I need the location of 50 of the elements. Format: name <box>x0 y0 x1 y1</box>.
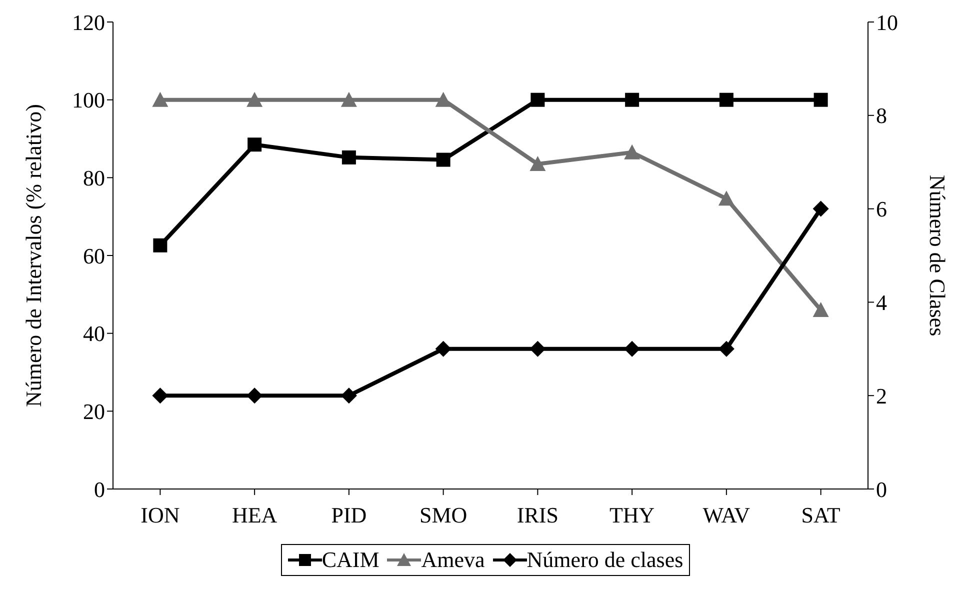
x-tick-label: SAT <box>801 502 841 528</box>
point <box>530 92 545 107</box>
point <box>530 156 546 172</box>
y2-tick-label: 4 <box>876 290 887 316</box>
x-tick-label: PID <box>331 502 367 528</box>
point <box>814 92 828 107</box>
x-tick-label: ION <box>140 502 180 528</box>
point <box>342 150 356 164</box>
point <box>340 388 357 404</box>
point <box>246 92 263 107</box>
point <box>812 200 829 217</box>
point <box>719 92 734 107</box>
x-tick-label: THY <box>609 502 655 528</box>
x-tick-label: HEA <box>232 502 278 528</box>
point <box>530 340 546 357</box>
y-tick-label: 20 <box>83 398 105 424</box>
y2-tick-label: 2 <box>876 383 887 408</box>
y2-tick-label: 8 <box>876 103 887 128</box>
point <box>246 388 263 404</box>
point <box>624 144 640 160</box>
y-tick-label: 120 <box>72 10 105 35</box>
y2-tick-label: 6 <box>876 196 887 222</box>
point <box>152 92 168 107</box>
y-axis-title: Número de Intervalos (% relativo) <box>20 104 46 407</box>
y-tick-label: 0 <box>94 476 105 502</box>
legend-label: CAIM <box>322 547 380 573</box>
x-tick-label: WAV <box>702 502 750 528</box>
x-tick-label: IRIS <box>516 502 558 528</box>
y-tick-label: 40 <box>83 321 105 346</box>
point <box>153 238 168 252</box>
point <box>435 92 452 107</box>
point <box>152 388 168 404</box>
y2-tick-label: 0 <box>876 476 887 502</box>
y-tick-label: 80 <box>83 165 105 190</box>
y-tick-label: 100 <box>72 88 105 113</box>
point <box>625 92 640 107</box>
point <box>436 152 450 167</box>
legend-label: Ameva <box>421 547 485 573</box>
point <box>340 92 357 107</box>
point <box>624 340 640 357</box>
y2-tick-label: 10 <box>876 10 898 35</box>
point <box>435 340 452 357</box>
x-tick-label: SMO <box>419 502 468 528</box>
point <box>248 138 262 152</box>
point <box>812 302 829 317</box>
y2-axis-title: Número de Clases <box>925 174 950 336</box>
point <box>718 190 734 206</box>
y-tick-label: 60 <box>83 243 105 268</box>
legend-label: Número de clases <box>526 547 684 573</box>
point <box>718 340 734 357</box>
